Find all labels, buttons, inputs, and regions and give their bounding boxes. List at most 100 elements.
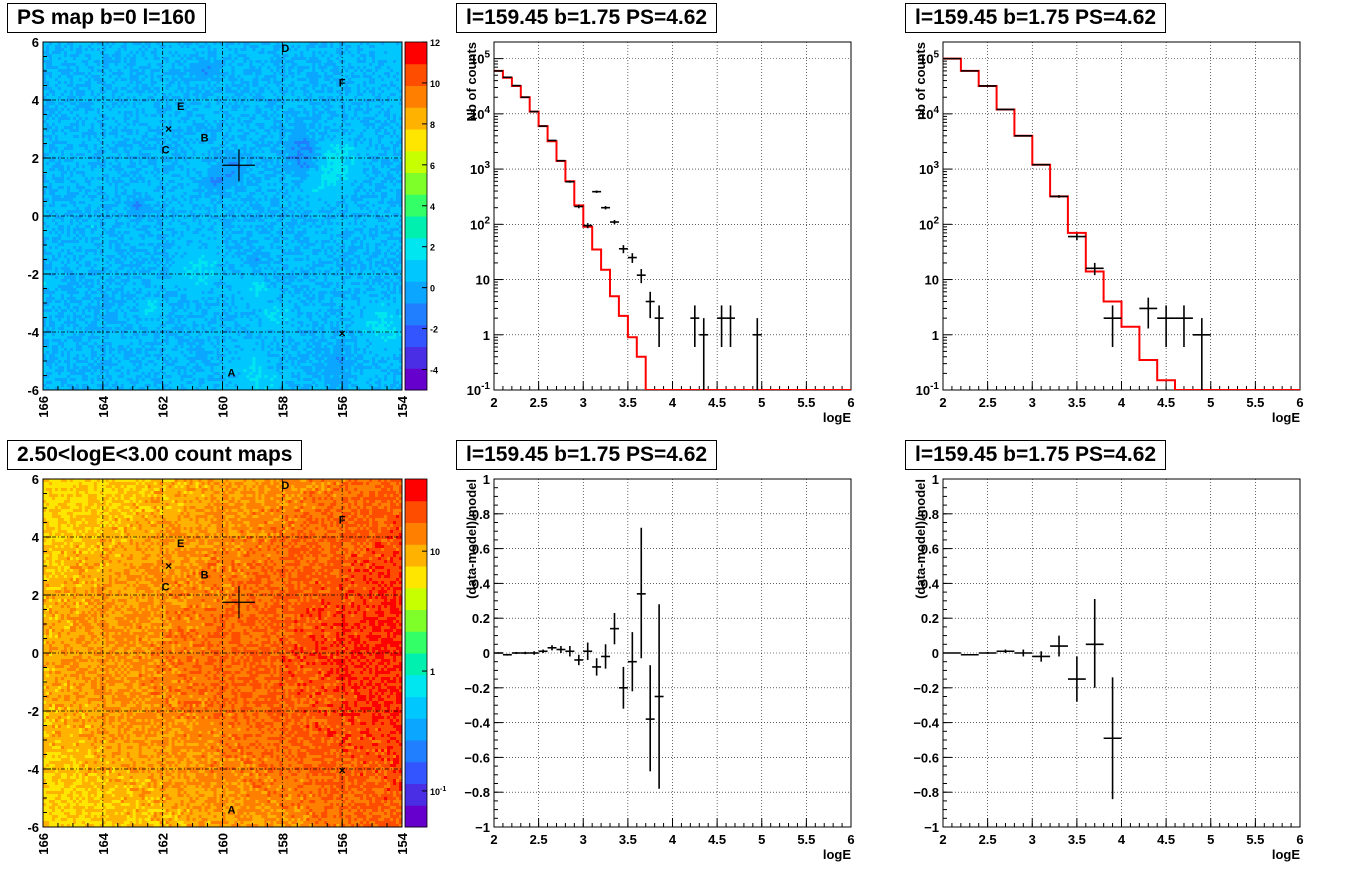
x-tick-label: 3 xyxy=(1029,395,1036,410)
source-label: F xyxy=(339,78,346,90)
x-tick-label: 164 xyxy=(96,395,111,417)
y-tick-label: 0 xyxy=(483,646,490,661)
data-point xyxy=(502,653,512,656)
colorbar-tick-label: 10 xyxy=(430,547,440,557)
colorbar-tick-label: -4 xyxy=(430,366,438,376)
y-tick-label: −0.8 xyxy=(913,785,939,800)
data-point xyxy=(636,527,646,659)
data-point xyxy=(1014,135,1033,137)
ps-map-pad: 166 164 162 160 158 156 154 -6 -4 -2 0 2 4 6 A B C D E F × × -… xyxy=(0,0,449,437)
y-tick-label: 10-1 xyxy=(467,381,491,398)
y-tick-label: 103 xyxy=(919,160,939,177)
y-tick-label: 105 xyxy=(470,50,490,67)
data-point xyxy=(511,651,521,655)
x-axis-label: logE xyxy=(1272,410,1300,425)
data-point xyxy=(726,305,735,348)
y-axis-label: (data-model)/model xyxy=(913,479,928,599)
colorbar-segment xyxy=(405,740,427,763)
colorbar-segment xyxy=(405,259,427,282)
colorbar-segment xyxy=(405,479,427,502)
y-tick-label: 2 xyxy=(32,151,39,166)
colorbar-segment xyxy=(405,63,427,86)
data-point xyxy=(699,318,709,390)
colorbar-tick-label: 2 xyxy=(430,243,435,253)
data-point xyxy=(717,305,727,348)
colorbar-segment xyxy=(405,696,427,719)
x-tick-label: 154 xyxy=(395,395,410,417)
y-tick-label: 0.4 xyxy=(472,576,491,591)
x-tick-label: 2 xyxy=(939,395,946,410)
y-tick-label: 0.6 xyxy=(472,542,490,557)
x-tick-label: 162 xyxy=(156,396,171,418)
y-tick-label: −0.6 xyxy=(913,750,939,765)
data-point xyxy=(1050,635,1068,657)
y-tick-label: 6 xyxy=(32,472,39,487)
colorbar-tick-label: 6 xyxy=(430,161,435,171)
y-tick-label: 0.6 xyxy=(921,542,939,557)
data-point xyxy=(1103,305,1122,348)
y-tick-label: -6 xyxy=(27,820,39,835)
y-tick-label: −0.4 xyxy=(913,716,939,731)
y-tick-label: −0.6 xyxy=(464,750,490,765)
heatmap-cells xyxy=(43,42,403,391)
data-point xyxy=(1050,195,1068,198)
y-axis-label: (data-model)/model xyxy=(464,479,479,599)
x-tick-label: 4.5 xyxy=(708,395,726,410)
x-tick-label: 2.5 xyxy=(979,395,997,410)
y-tick-label: 103 xyxy=(470,160,490,177)
x-tick-label: 156 xyxy=(335,833,350,855)
colorbar-tick-label: 10 xyxy=(430,79,440,89)
data-point xyxy=(1175,305,1193,348)
colorbar-tick-label: 10-1 xyxy=(430,786,446,797)
y-axis-label: Nb of counts xyxy=(464,42,479,121)
y-tick-label: 4 xyxy=(32,93,40,108)
x-tick-label: 3.5 xyxy=(619,832,637,847)
source-label: D xyxy=(281,43,289,55)
y-tick-label: 1 xyxy=(932,328,939,343)
source-label: C xyxy=(162,144,170,156)
colorbar-tick-label: 1 xyxy=(430,667,435,677)
x-tick-label: 158 xyxy=(275,396,290,418)
source-label: B xyxy=(201,570,209,582)
data-point xyxy=(529,651,539,655)
ps-map-title: PS map b=0 l=160 xyxy=(7,3,206,33)
data-point xyxy=(556,646,566,653)
data-point xyxy=(610,219,619,225)
colorbar-segment xyxy=(405,587,427,610)
x-tick-label: 6 xyxy=(1296,395,1303,410)
data-point xyxy=(1157,305,1176,348)
data-point xyxy=(1085,599,1104,688)
x-tick-label: 3 xyxy=(580,832,587,847)
x-tick-label: 160 xyxy=(216,833,231,855)
y-axis-label: nb of counts xyxy=(913,42,928,120)
x-axis-label: logE xyxy=(1272,847,1300,862)
data-point xyxy=(1032,651,1051,662)
x-tick-label: 5 xyxy=(758,832,765,847)
colorbar-segment xyxy=(405,281,427,304)
colorbar-tick-label: -2 xyxy=(430,325,438,335)
data-point xyxy=(574,654,584,666)
x-tick-label: 5.5 xyxy=(1246,395,1264,410)
x-tick-label: 2.5 xyxy=(530,395,548,410)
y-tick-label: 0.2 xyxy=(921,611,939,626)
count-map-pad: 166 164 162 160 158 156 154 -6 -4 -2 0 2 4 6 A B C D E F × × 1… xyxy=(0,437,449,876)
colorbar-segment xyxy=(405,544,427,567)
data-point xyxy=(574,204,584,209)
colorbar-segment xyxy=(405,631,427,654)
spectrum-left-title: l=159.45 b=1.75 PS=4.62 xyxy=(456,3,718,33)
x-tick-label: 6 xyxy=(847,395,854,410)
colorbar-segment xyxy=(405,172,427,195)
data-point xyxy=(618,245,628,254)
y-tick-label: 104 xyxy=(470,105,490,122)
y-tick-label: −1 xyxy=(924,820,939,835)
data-point xyxy=(627,632,637,692)
colorbar-segment xyxy=(405,107,427,130)
x-tick-label: 4.5 xyxy=(1157,832,1175,847)
data-point xyxy=(538,649,548,653)
colorbar-segment xyxy=(405,216,427,239)
data-point xyxy=(494,652,503,654)
x-tick-label: 4 xyxy=(669,832,677,847)
data-point xyxy=(601,206,611,210)
colorbar-segment xyxy=(405,609,427,632)
